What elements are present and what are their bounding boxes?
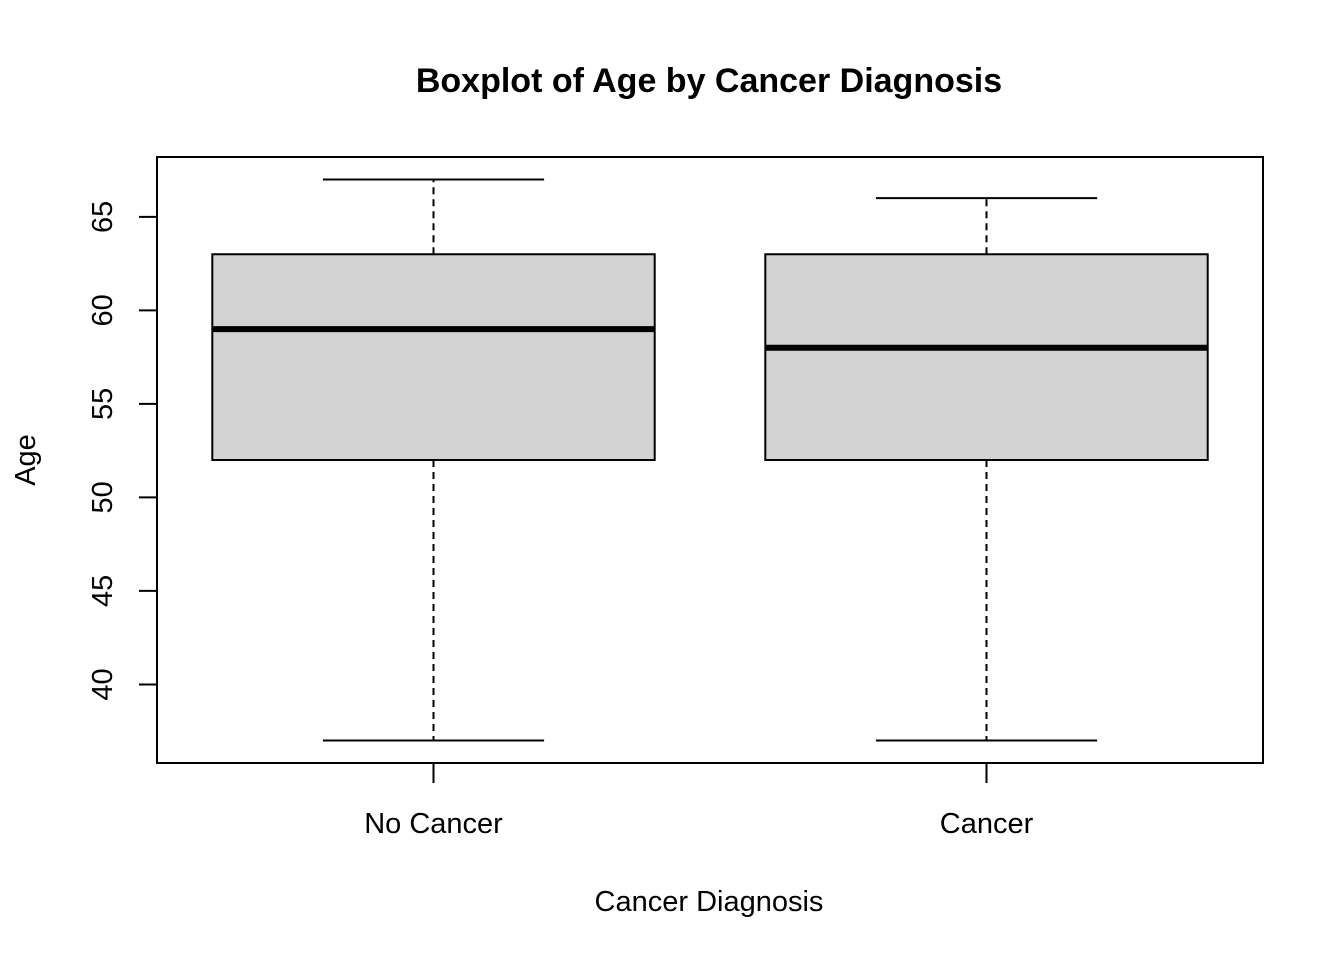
chart-title: Boxplot of Age by Cancer Diagnosis [416,62,1002,100]
y-tick-label: 40 [87,668,119,700]
y-tick-label: 55 [87,388,119,420]
y-axis: 40 45 50 55 60 65 [87,201,158,701]
box-cancer [764,197,1209,742]
y-tick-label: 65 [87,201,119,233]
iqr-box [764,253,1209,461]
y-axis-label: Age [10,434,42,486]
x-tick-label: Cancer [940,808,1034,840]
x-axis: No Cancer Cancer [364,763,1034,840]
y-tick-label: 60 [87,294,119,326]
box-no-cancer [211,178,656,742]
x-tick-label: No Cancer [364,808,503,840]
iqr-box [211,253,656,461]
y-tick-label: 45 [87,575,119,607]
x-axis-label: Cancer Diagnosis [595,886,824,918]
y-tick-label: 50 [87,481,119,513]
boxes-group [211,178,1209,742]
